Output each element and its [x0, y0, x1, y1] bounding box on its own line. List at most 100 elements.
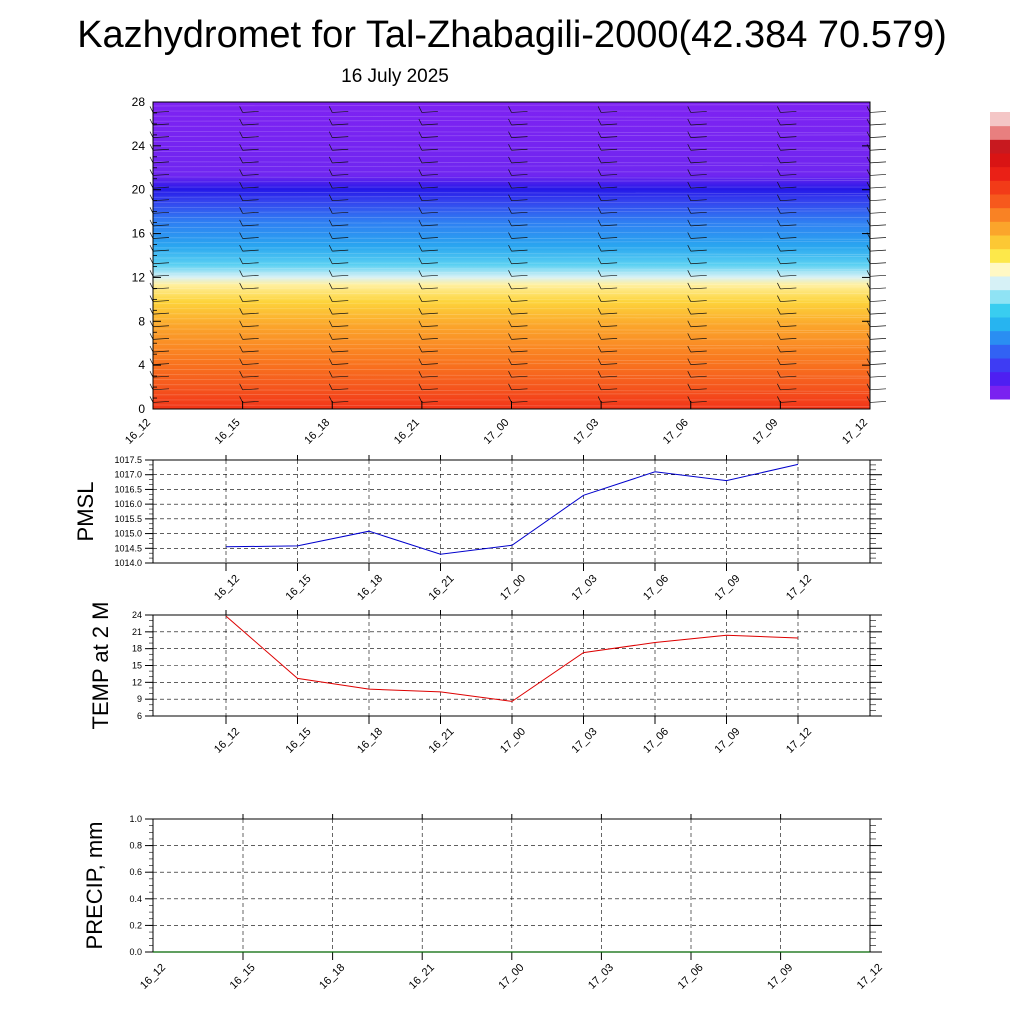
colorbar-swatch [990, 153, 1010, 168]
barb-shaft [511, 123, 528, 126]
barb-shaft [152, 111, 170, 113]
barb-flag [239, 106, 243, 113]
barb-shaft [511, 262, 528, 265]
barb-flag [777, 333, 781, 340]
y-tick-label: 21 [132, 627, 142, 637]
barb-shaft [332, 224, 349, 227]
contour-line [152, 256, 871, 259]
barb-flag [239, 118, 243, 126]
barb-shaft [601, 123, 618, 126]
barb-shaft [780, 325, 797, 328]
x-tick-label: 17_03 [571, 417, 601, 447]
barb-shaft [780, 338, 797, 340]
x-tick-label: 17_00 [496, 962, 526, 992]
barb-shaft [242, 363, 259, 365]
barb-shaft [152, 161, 170, 164]
barb-flag [508, 232, 512, 239]
barb-shaft [601, 388, 618, 391]
barb-shaft [869, 224, 887, 227]
barb-flag [328, 219, 333, 227]
y-tick-label: 1015.5 [114, 514, 142, 524]
barb-shaft [690, 174, 707, 176]
barb-flag [239, 169, 243, 176]
barb-shaft [421, 224, 438, 227]
barb-flag [687, 194, 692, 201]
barb-shaft [780, 249, 797, 252]
barb-flag [687, 131, 692, 138]
barb-shaft [690, 338, 707, 340]
x-tick-label: 16_15 [228, 962, 258, 992]
barb-flag [687, 257, 692, 264]
barb-shaft [421, 186, 438, 189]
contour-line [152, 180, 871, 183]
barb-shaft [690, 123, 707, 126]
barb-flag [239, 270, 243, 277]
x-tick-label: 16_18 [355, 573, 385, 603]
barb-shaft [690, 136, 707, 138]
barb-shaft [421, 148, 438, 151]
colorbar-swatch [990, 125, 1010, 140]
barb-flag [418, 295, 423, 302]
barb-flag [418, 320, 423, 327]
barb-shaft [690, 199, 707, 202]
barb-shaft [869, 363, 887, 365]
contour-line [152, 362, 871, 365]
barb-shaft [242, 249, 259, 252]
contour-line [152, 176, 871, 179]
barb-flag [597, 270, 602, 277]
barb-shaft [511, 375, 528, 378]
barb-shaft [332, 111, 349, 113]
barb-flag [508, 106, 512, 113]
barb-shaft [690, 325, 707, 328]
barb-flag [777, 106, 781, 113]
barb-flag [239, 295, 243, 302]
contour-line [152, 267, 871, 271]
barb-shaft [511, 224, 528, 227]
barb-flag [239, 219, 243, 227]
contour-line [152, 130, 871, 134]
chart-title: Kazhydromet for Tal-Zhabagili-2000(42.38… [77, 14, 947, 56]
barb-flag [418, 270, 423, 277]
colorbar-swatch [990, 166, 1010, 181]
barb-shaft [332, 186, 349, 189]
colorbar-swatch [990, 248, 1010, 263]
barb-shaft [511, 388, 528, 391]
contour-line [152, 207, 871, 210]
barb-shaft [869, 111, 887, 113]
barb-flag [508, 257, 512, 264]
y-tick-label: 28 [132, 95, 146, 109]
barb-flag [328, 295, 333, 302]
barb-flag [687, 308, 692, 315]
barb-shaft [511, 148, 528, 151]
barb-shaft [421, 111, 438, 113]
barb-flag [328, 131, 333, 138]
x-tick-label: 17_12 [840, 417, 870, 447]
barb-flag [508, 244, 512, 252]
barb-flag [777, 194, 781, 201]
barb-flag [777, 308, 781, 315]
barb-shaft [152, 300, 170, 302]
contour-line [152, 316, 871, 320]
barb-flag [418, 118, 423, 126]
barb-flag [597, 194, 602, 201]
barb-shaft [690, 401, 707, 403]
barb-shaft [421, 161, 438, 164]
barb-flag [239, 144, 243, 151]
barb-shaft [780, 136, 797, 138]
x-tick-label: 17_12 [855, 962, 885, 992]
section-contour-lines [152, 104, 871, 407]
x-tick-label: 16_12 [212, 726, 242, 756]
barb-flag [508, 320, 512, 327]
barb-shaft [421, 211, 438, 214]
barb-shaft [780, 401, 797, 403]
barb-shaft [601, 148, 618, 151]
barb-shaft [601, 211, 618, 214]
barb-flag [597, 358, 602, 365]
barb-shaft [242, 338, 259, 340]
barb-shaft [242, 111, 259, 113]
barb-shaft [421, 375, 438, 378]
barb-flag [418, 383, 423, 390]
barb-shaft [511, 350, 528, 353]
barb-shaft [869, 174, 887, 176]
y-tick-label: 1014.0 [114, 558, 142, 568]
